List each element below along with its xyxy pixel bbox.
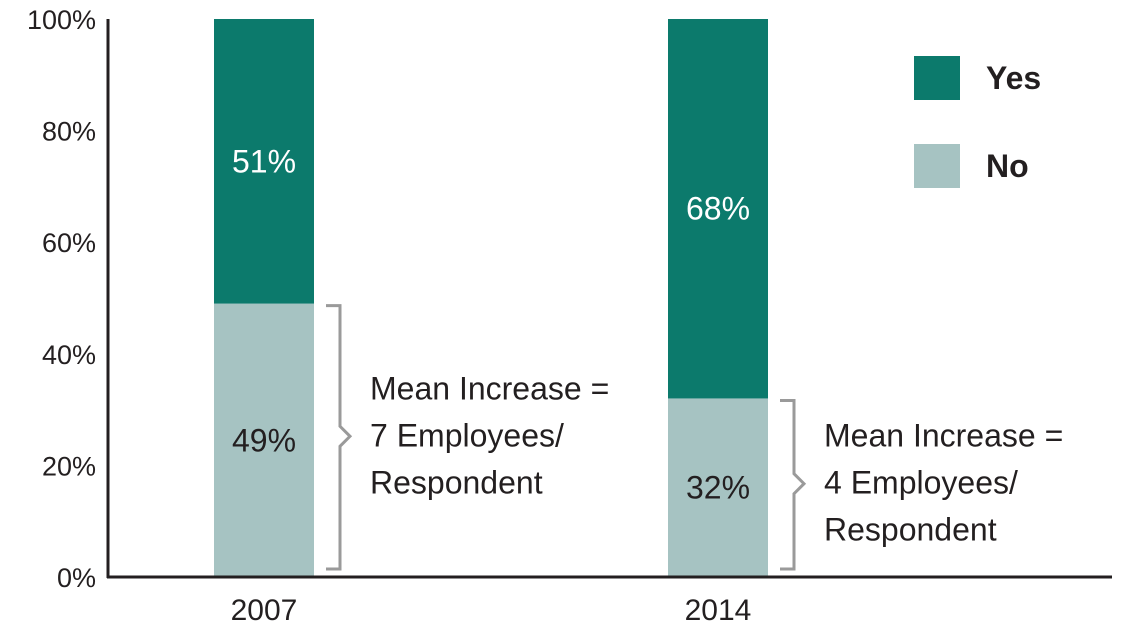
annotation-bracket	[326, 304, 353, 571]
bar-segment-no	[668, 398, 768, 577]
bar-value-label: 68%	[686, 191, 750, 227]
annotation-bracket	[780, 398, 807, 571]
annotation-text: 7 Employees/	[370, 417, 564, 453]
bar-segment-no	[214, 303, 314, 577]
bar-value-label: 51%	[232, 143, 296, 179]
bar-segment-yes	[214, 19, 314, 304]
annotation-text: Mean Increase =	[370, 370, 609, 406]
bars	[214, 19, 768, 577]
y-tick-label: 60%	[42, 228, 96, 258]
bar-segment-yes	[668, 19, 768, 399]
annotations: Mean Increase = 7 Employees/Respondent Mea…	[326, 304, 1063, 571]
legend-label-no: No	[986, 148, 1029, 184]
annotation-text: Respondent	[824, 512, 997, 548]
bar-value-labels: 49% 51% 32% 68%	[232, 143, 750, 505]
y-tick-label: 0%	[57, 563, 96, 593]
y-tick-label: 40%	[42, 340, 96, 370]
y-tick-label: 20%	[42, 451, 96, 481]
legend-swatch-yes	[914, 56, 960, 100]
x-category-label: 2007	[231, 594, 298, 627]
x-axis-category-labels: 2007 2014	[231, 594, 752, 627]
y-tick-label: 80%	[42, 117, 96, 147]
annotation-text: 4 Employees/	[824, 465, 1018, 501]
legend: Yes No	[914, 56, 1041, 188]
bar-value-label: 49%	[232, 422, 296, 458]
legend-label-yes: Yes	[986, 60, 1041, 96]
x-category-label: 2014	[685, 594, 752, 627]
annotation-text: Mean Increase =	[824, 418, 1063, 454]
y-axis-ticks: 0% 20% 40% 60% 80% 100%	[27, 5, 96, 593]
y-tick-label: 100%	[27, 5, 96, 35]
annotation-text: Respondent	[370, 464, 543, 500]
bar-value-label: 32%	[686, 470, 750, 506]
legend-swatch-no	[914, 144, 960, 188]
